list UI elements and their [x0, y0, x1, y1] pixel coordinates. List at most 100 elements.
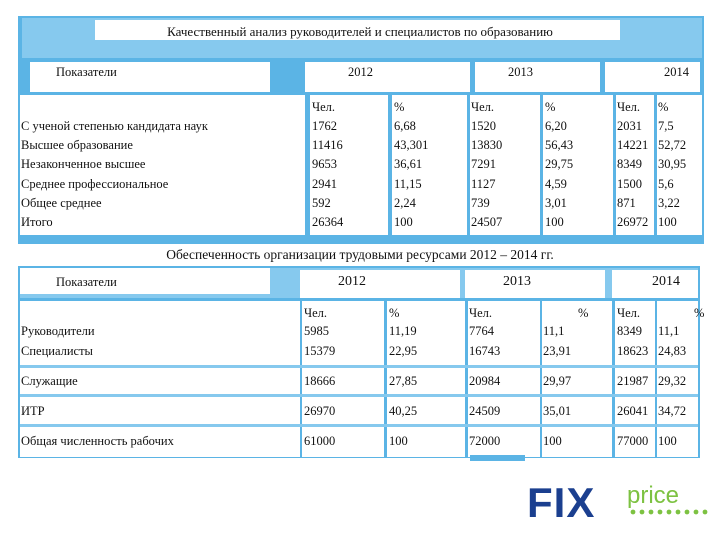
- logo-dot: [684, 509, 690, 515]
- table2-cell: 22,95: [389, 344, 418, 358]
- table2-header-box-label: [20, 268, 270, 294]
- table1-cell: 2941: [312, 177, 337, 191]
- table2-body-col4: [542, 301, 612, 457]
- table1-row-label: Общее среднее: [21, 196, 102, 210]
- table1-cell: 592: [312, 196, 331, 210]
- table2-subheader: %: [578, 306, 589, 320]
- table1-cell: 3,01: [545, 196, 567, 210]
- table1-cell: 36,61: [394, 157, 423, 171]
- table2-row-label: Руководители: [21, 324, 95, 338]
- table2-cell: 26970: [304, 404, 336, 418]
- table1-cell: 11416: [312, 138, 343, 152]
- table2-row-divider: [20, 394, 698, 397]
- table2-cell: 18666: [304, 374, 336, 388]
- table1-cell: 739: [471, 196, 490, 210]
- table1-cell: 7,5: [658, 119, 674, 133]
- table2-cell: 26041: [617, 404, 649, 418]
- table2-cell: 77000: [617, 434, 649, 448]
- table2-body-col3: [468, 301, 540, 457]
- table1-row-label: Высшее образование: [21, 138, 133, 152]
- table1-year-2012: 2012: [348, 65, 373, 79]
- table1-body-col4: [543, 95, 613, 235]
- table2-header-box-2014: [612, 270, 698, 298]
- logo-dot: [657, 509, 663, 515]
- table1-cell: 11,15: [394, 177, 422, 191]
- table1-cell: 29,75: [545, 157, 574, 171]
- table2-row-divider: [20, 424, 698, 427]
- table2-row-divider: [20, 365, 698, 368]
- table2-body-col5: [615, 301, 655, 457]
- table1-cell: 100: [394, 215, 413, 229]
- table1-title-box: [95, 20, 620, 40]
- table2-body-col2: [387, 301, 465, 457]
- table2-header-box-2012: [300, 270, 460, 298]
- table2-cell: 35,01: [543, 404, 572, 418]
- logo-dot: [648, 509, 654, 515]
- table2-cell: 18623: [617, 344, 649, 358]
- table1-subheader: Чел.: [312, 100, 336, 114]
- table1-cell: 6,68: [394, 119, 416, 133]
- table2-cell: 11,19: [389, 324, 417, 338]
- table1-row-label: С ученой степенью кандидата наук: [21, 119, 208, 133]
- table1-cell: 13830: [471, 138, 503, 152]
- table2-cell: 72000: [469, 434, 501, 448]
- table1-cell: 5,6: [658, 177, 674, 191]
- table1-cell: 26972: [617, 215, 649, 229]
- table2-cell: 100: [389, 434, 408, 448]
- table2-body-col6: [657, 301, 698, 457]
- table2-subheader: Чел.: [304, 306, 328, 320]
- table1-cell: 1500: [617, 177, 642, 191]
- table2-cell: 11,1: [658, 324, 680, 338]
- table2-header-label: Показатели: [56, 275, 117, 289]
- table2-cell: 29,32: [658, 374, 687, 388]
- table1-cell: 3,22: [658, 196, 680, 210]
- table1-cell: 871: [617, 196, 636, 210]
- table2-cell: 23,91: [543, 344, 572, 358]
- table2-cell: 21987: [617, 374, 649, 388]
- table2-cell: 11,1: [543, 324, 565, 338]
- table1-subheader: %: [545, 100, 556, 114]
- table1-cell: 100: [545, 215, 564, 229]
- table1-cell: 6,20: [545, 119, 567, 133]
- table1-cell: 8349: [617, 157, 642, 171]
- table1-header-box-2012: [305, 62, 470, 92]
- table2-subheader: %: [694, 306, 705, 320]
- table2-row-label: ИТР: [21, 404, 45, 418]
- table1-year-2014: 2014: [664, 65, 689, 79]
- table1-cell: 30,95: [658, 157, 687, 171]
- table1-subheader: Чел.: [617, 100, 641, 114]
- table2-cell: 8349: [617, 324, 642, 338]
- table2-cell: 24509: [469, 404, 501, 418]
- table1-header-label: Показатели: [56, 65, 117, 79]
- table2-cell: 16743: [469, 344, 501, 358]
- table2-cell: 40,25: [389, 404, 418, 418]
- table2-row-label: Служащие: [21, 374, 78, 388]
- table2-title: Обеспеченность организации трудовыми рес…: [166, 247, 554, 262]
- table1-cell: 2,24: [394, 196, 416, 210]
- table1-cell: 2031: [617, 119, 642, 133]
- table2-row-label: Общая численность рабочих: [21, 434, 174, 448]
- table1-row-label: Незаконченное высшее: [21, 157, 146, 171]
- table1-body-label-col: [20, 95, 305, 235]
- table1-body-col5: [616, 95, 654, 235]
- table1-header-box-label: [30, 62, 270, 92]
- table2-subheader: %: [389, 306, 400, 320]
- table2-cell: 5985: [304, 324, 329, 338]
- table2-cell: 20984: [469, 374, 501, 388]
- table1-header-box-2014: [605, 62, 700, 92]
- table2-year-2014: 2014: [652, 274, 680, 289]
- logo-price-text: price: [627, 482, 679, 509]
- table1-cell: 7291: [471, 157, 496, 171]
- table1-cell: 26364: [312, 215, 344, 229]
- table1-cell: 52,72: [658, 138, 687, 152]
- table1-body-col6: [657, 95, 702, 235]
- table2-subheader: Чел.: [617, 306, 641, 320]
- table2-cell: 100: [658, 434, 677, 448]
- table2-cell: 24,83: [658, 344, 687, 358]
- table1-cell: 9653: [312, 157, 337, 171]
- table2-cell: 34,72: [658, 404, 687, 418]
- table1-row-label: Итого: [21, 215, 53, 229]
- table1-cell: 100: [658, 215, 677, 229]
- table2-year-2013: 2013: [503, 274, 531, 289]
- table1-cell: 1762: [312, 119, 337, 133]
